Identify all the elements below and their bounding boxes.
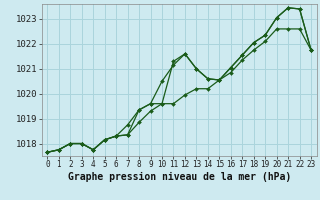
X-axis label: Graphe pression niveau de la mer (hPa): Graphe pression niveau de la mer (hPa) — [68, 172, 291, 182]
